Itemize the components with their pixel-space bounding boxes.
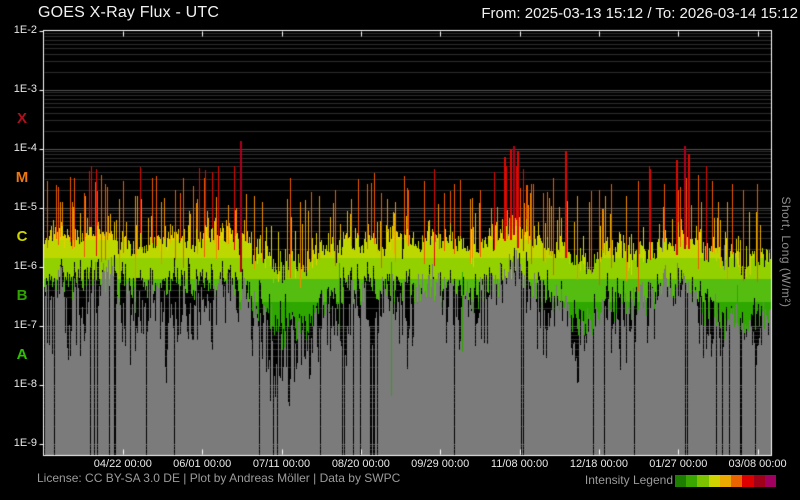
legend-color-swatch bbox=[686, 475, 698, 487]
legend-color-swatch bbox=[731, 475, 743, 487]
x-tick-label: 01/27 00:00 bbox=[649, 458, 708, 470]
x-tick-label: 09/29 00:00 bbox=[411, 458, 470, 470]
x-tick-label: 06/01 00:00 bbox=[173, 458, 232, 470]
legend-color-swatch bbox=[719, 475, 732, 487]
license-credits: License: CC BY-SA 3.0 DE | Plot by Andre… bbox=[37, 471, 401, 485]
intensity-legend-bar bbox=[675, 475, 776, 487]
legend-color-swatch bbox=[675, 475, 687, 487]
x-tick-label: 08/20 00:00 bbox=[331, 458, 390, 470]
intensity-legend-label: Intensity Legend bbox=[584, 473, 673, 487]
x-tick-label: 04/22 00:00 bbox=[93, 458, 152, 470]
y-tick-label: 1E-9 bbox=[13, 436, 37, 449]
y-tick-label: 1E-2 bbox=[13, 23, 37, 36]
legend-color-swatch bbox=[753, 475, 765, 487]
y-tick-label: 1E-8 bbox=[13, 377, 37, 390]
legend-color-swatch bbox=[742, 475, 754, 487]
legend-color-swatch bbox=[697, 475, 709, 487]
y-tick-label: 1E-3 bbox=[13, 82, 37, 95]
y-tick-label: 1E-4 bbox=[13, 141, 37, 154]
legend-color-swatch bbox=[764, 475, 776, 487]
flare-class-label-c: C bbox=[16, 228, 28, 245]
y-tick-label: 1E-6 bbox=[13, 259, 37, 272]
x-tick-label: 07/11 00:00 bbox=[252, 458, 311, 470]
right-axis-label: Short, Long (W/m²) bbox=[779, 196, 793, 308]
y-tick-label: 1E-7 bbox=[13, 318, 37, 331]
page-title: GOES X-Ray Flux - UTC bbox=[38, 4, 220, 21]
legend-color-swatch bbox=[708, 475, 720, 487]
y-tick-label: 1E-5 bbox=[13, 200, 37, 213]
flare-class-label-b: B bbox=[16, 287, 28, 304]
flare-class-label-a: A bbox=[16, 346, 28, 363]
x-tick-label: 11/08 00:00 bbox=[490, 458, 549, 470]
x-tick-label: 03/08 00:00 bbox=[728, 458, 787, 470]
flare-class-label-x: X bbox=[16, 110, 27, 127]
flare-class-label-m: M bbox=[15, 169, 29, 186]
time-range-label: From: 2025-03-13 15:12 / To: 2026-03-14 … bbox=[481, 5, 798, 22]
x-tick-label: 12/18 00:00 bbox=[569, 458, 628, 470]
